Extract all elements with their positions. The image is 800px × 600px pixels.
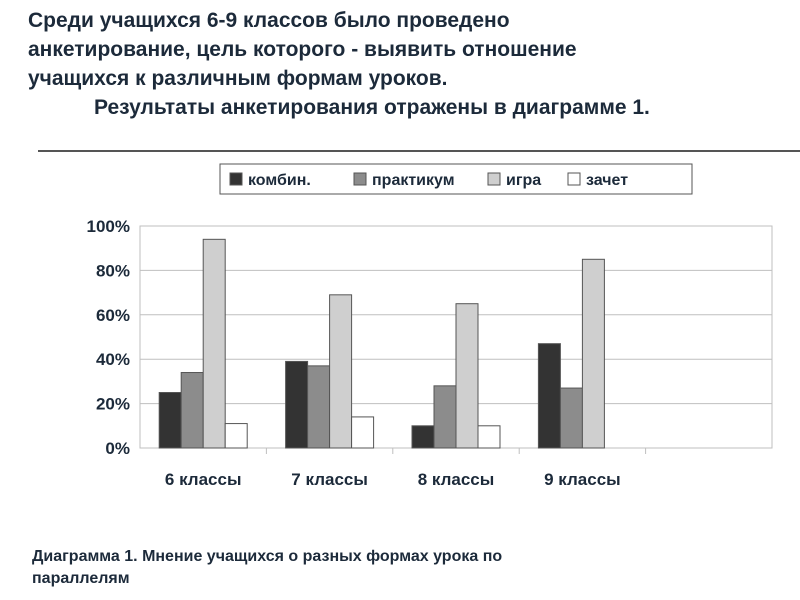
legend: комбин. практикум игра зачет [219,163,693,195]
bar-игра-2 [329,294,353,449]
header-line-4: Результаты анкетирования отражены в диаг… [94,96,650,119]
x-tick-label: 9 классы [544,470,621,489]
legend-label-комбин: комбин. [248,172,311,189]
legend-label-практикум: практикум [372,172,455,189]
y-axis: 0% 20% 40% 60% 80% 100% [87,217,130,458]
caption-line-2: параллелям [32,570,130,587]
header-text: Среди учащихся 6-9 классов было проведен… [28,6,788,122]
bar-игра-1 [202,238,226,449]
bar-практикум-2 [307,365,331,449]
x-axis: 6 классы 7 классы 8 классы 9 классы [165,470,621,489]
bar-игра-4 [581,258,605,449]
y-tick-label: 20% [96,395,130,414]
bar-комбин-1 [158,392,182,449]
bar-комбин-2 [285,360,309,449]
chart-caption: Диаграмма 1. Мнение учащихся о разных фо… [32,546,732,590]
bar-практикум-1 [180,372,204,449]
legend-swatch-комбин [229,172,243,186]
legend-swatch-практикум [353,172,367,186]
legend-label-игра: игра [506,172,541,189]
bar-комбин-3 [411,425,435,449]
legend-swatch-зачет [567,172,581,186]
header-line-2: анкетирование, цель которого - выявить о… [28,38,577,61]
bar-игра-3 [455,303,479,449]
header-line-1: Среди учащихся 6-9 классов было проведен… [28,9,510,32]
divider-rule [38,150,800,152]
y-tick-label: 60% [96,306,130,325]
y-tick-label: 100% [87,217,130,236]
y-tick-label: 40% [96,350,130,369]
header-line-3: учащихся к различным формам уроков. [28,67,448,90]
bar-практикум-4 [559,387,583,449]
bar-зачет-1 [224,423,248,449]
bars [158,238,605,449]
legend-box [219,163,693,195]
bar-зачет-3 [477,425,501,449]
x-tick-label: 8 классы [418,470,495,489]
x-tick-label: 6 классы [165,470,242,489]
bar-зачет-2 [351,416,375,449]
chart-svg: комбин. практикум игра зачет 0% 20% 40% 60% 80%… [87,163,773,489]
legend-swatch-игра [487,172,501,186]
chart: комбин. практикум игра зачет 0% 20% 40% 60% 80%… [0,152,800,522]
caption-line-1: Диаграмма 1. Мнение учащихся о разных фо… [32,548,503,565]
x-tick-label: 7 классы [291,470,368,489]
legend-label-зачет: зачет [586,172,628,189]
bar-комбин-4 [537,343,561,449]
y-tick-label: 0% [105,439,130,458]
y-tick-label: 80% [96,261,130,280]
bar-практикум-3 [433,385,457,449]
